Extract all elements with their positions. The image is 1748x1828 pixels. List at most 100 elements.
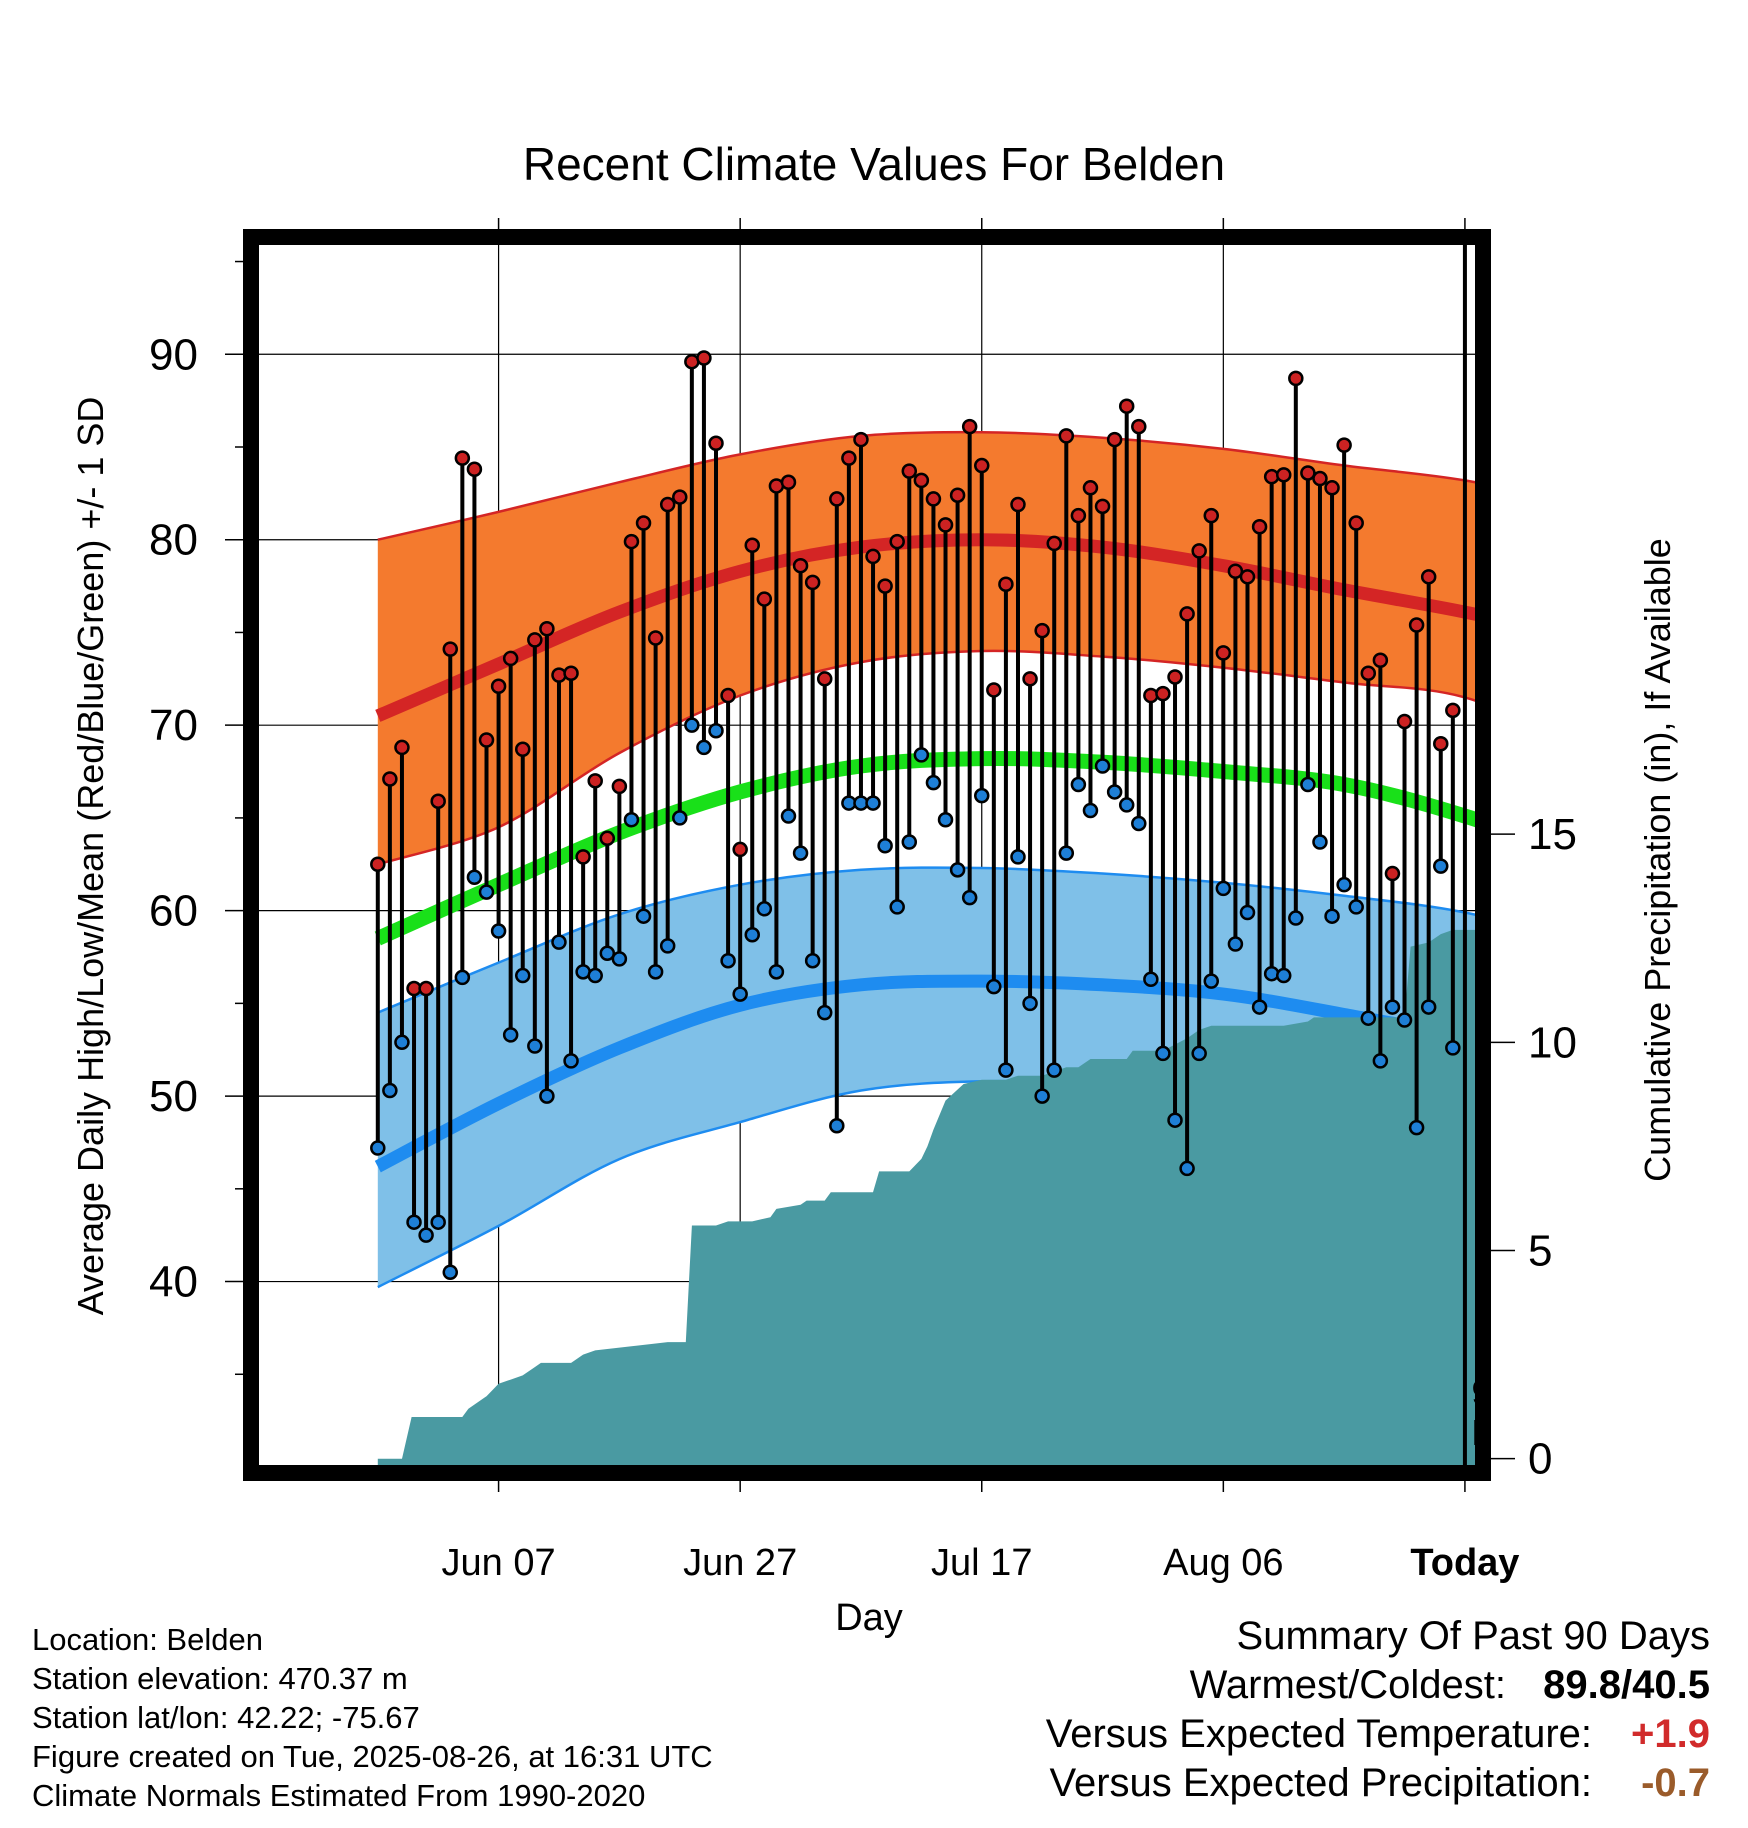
low-point [1131, 815, 1147, 832]
high-point [1300, 465, 1316, 481]
high-point [1324, 480, 1340, 496]
y2-tick-label: 0 [1528, 1435, 1552, 1484]
low-point [623, 812, 640, 828]
low-point [913, 747, 930, 763]
y-tick-label: 60 [149, 887, 198, 936]
low-point [418, 1227, 434, 1243]
low-point [490, 923, 507, 939]
y-tick-label: 40 [149, 1258, 198, 1307]
high-point [502, 650, 519, 667]
low-point [744, 926, 760, 943]
warmest-coldest-row: Warmest/Coldest: 89.8/40.5 [1046, 1661, 1710, 1710]
low-point [1408, 1119, 1425, 1136]
high-point [937, 517, 954, 533]
low-upper-line [377, 866, 1477, 1014]
low-point [1010, 849, 1026, 865]
low-point [1191, 1045, 1207, 1062]
low-point [684, 717, 700, 733]
high-point [1179, 606, 1195, 622]
high-point [1082, 480, 1099, 496]
low-point [1094, 758, 1111, 774]
low-point [889, 899, 905, 915]
y-tick-label: 90 [149, 330, 198, 379]
low-point [406, 1214, 422, 1230]
low-point [442, 1264, 459, 1281]
x-axis-label: Day [835, 1597, 903, 1639]
high-point [913, 472, 930, 489]
low-point [1082, 802, 1099, 819]
y2-axis-label: Cumulative Precipitation (in), If Availa… [1637, 538, 1678, 1182]
high-point [1106, 431, 1123, 448]
low-point [1046, 1062, 1062, 1078]
high-point [418, 980, 434, 997]
low-point [792, 845, 809, 861]
x-tick-label: Today [1410, 1542, 1519, 1584]
low-point [732, 986, 748, 1002]
chart-title: Recent Climate Values For Belden [523, 138, 1225, 190]
low-point [949, 862, 966, 878]
low-point [1215, 880, 1232, 897]
low-point [1143, 971, 1159, 988]
elevation-text: Station elevation: 470.37 m [32, 1661, 408, 1696]
low-point [877, 837, 893, 854]
low-point [1022, 995, 1038, 1012]
low-point [1070, 776, 1087, 793]
location-text: Location: Belden [32, 1622, 263, 1657]
low-point [502, 1027, 519, 1043]
high-point [514, 741, 531, 758]
high-point [1396, 713, 1413, 730]
high-point [539, 620, 555, 637]
low-point [454, 969, 471, 986]
high-point [816, 671, 833, 687]
temp-anomaly-value: +1.9 [1631, 1712, 1710, 1756]
high-point [527, 632, 543, 648]
low-point [1203, 973, 1220, 989]
high-point [1445, 702, 1461, 719]
high-point [1046, 535, 1062, 552]
low-point [478, 884, 495, 900]
x-tick-label: Jun 07 [442, 1542, 556, 1584]
precipitation-area [377, 929, 1477, 1467]
high-point [454, 450, 471, 466]
high-point [623, 533, 640, 550]
low-point [720, 952, 736, 969]
normals-text: Climate Normals Estimated From 1990-2020 [32, 1778, 646, 1813]
low-point [430, 1214, 446, 1230]
y-axis-label: Average Daily High/Low/Mean (Red/Blue/Gr… [70, 397, 111, 1316]
low-point [816, 1004, 833, 1021]
high-point [1420, 569, 1437, 585]
low-point [1106, 784, 1123, 800]
high-point [1131, 418, 1147, 435]
high-point [1034, 622, 1050, 639]
low-point [1360, 1010, 1377, 1026]
warmest-coldest-label: Warmest/Coldest: [1189, 1663, 1506, 1707]
high-point [756, 591, 773, 607]
plot-frame [243, 229, 1491, 1481]
y-tick-label: 70 [149, 701, 198, 750]
high-point [1408, 617, 1425, 633]
high-point [1070, 507, 1087, 524]
high-point [1155, 685, 1171, 702]
low-point [804, 952, 821, 969]
high-point [430, 793, 446, 809]
low-point [1433, 858, 1449, 874]
high-point [1312, 470, 1328, 487]
low-point [961, 889, 978, 906]
low-point [1336, 876, 1352, 893]
low-point [1312, 834, 1328, 850]
station-info: Location: Belden Station elevation: 470.… [32, 1620, 713, 1815]
low-point [756, 901, 773, 917]
today-marker-label: 90 Days [1472, 1372, 1558, 1453]
low-point [1251, 999, 1268, 1015]
low-point [382, 1082, 398, 1099]
x-tick-label: Jun 27 [683, 1542, 797, 1584]
low-point [780, 808, 797, 824]
high-point [659, 496, 676, 513]
high-point [889, 533, 905, 550]
high-point [394, 739, 410, 756]
high-point [720, 687, 736, 704]
low-point [587, 967, 603, 984]
high-point [780, 474, 797, 490]
low-point [708, 722, 724, 739]
